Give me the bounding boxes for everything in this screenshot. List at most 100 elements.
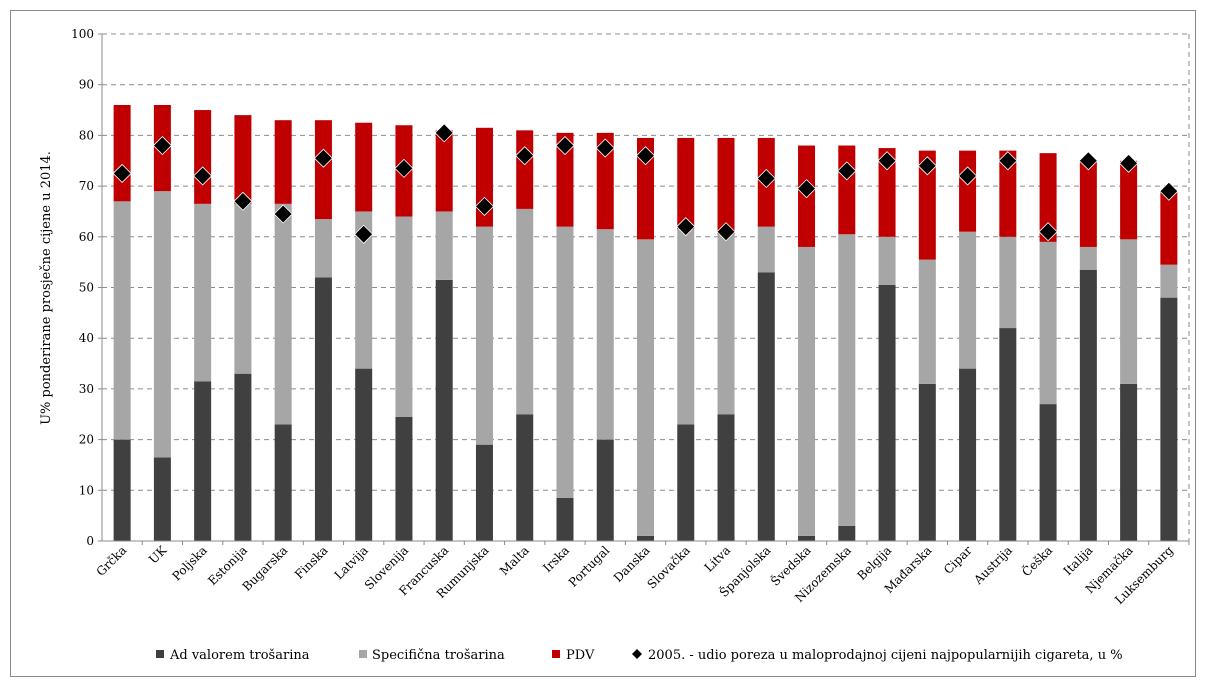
- y-tick-label: 20: [79, 433, 94, 447]
- bar-segment-ad-valorem: [798, 535, 816, 541]
- y-tick-label: 100: [71, 27, 94, 41]
- bar-segment-ad-valorem: [475, 444, 493, 541]
- marker-2005: [112, 163, 132, 183]
- bar-segment-ad-valorem: [959, 368, 977, 541]
- marker-2005: [595, 138, 615, 158]
- bar-segment-specificna: [274, 203, 292, 425]
- bar-segment-ad-valorem: [838, 525, 856, 541]
- legend-label: Specifična trošarina: [372, 648, 505, 663]
- bar-segment-specificna: [556, 226, 574, 498]
- x-tick-label: Latvija: [332, 543, 371, 582]
- bar-segment-pdv: [1160, 191, 1178, 265]
- bar-segment-specificna: [234, 203, 252, 374]
- legend-label: PDV: [566, 648, 595, 663]
- bar-segment-ad-valorem: [1120, 383, 1138, 541]
- bar-segment-ad-valorem: [878, 284, 896, 541]
- bar-segment-pdv: [677, 137, 695, 230]
- x-tick-label: Italija: [1061, 543, 1096, 578]
- bar-segment-pdv: [516, 130, 534, 209]
- bar-segment-pdv: [1039, 153, 1057, 242]
- x-tick-label: Portugal: [566, 543, 613, 590]
- bar-segment-ad-valorem: [757, 272, 775, 541]
- bar-segment-pdv: [999, 150, 1017, 237]
- y-tick-label: 70: [79, 179, 94, 193]
- x-tick-label: Slovačka: [645, 543, 693, 591]
- bar-segment-pdv: [113, 104, 131, 202]
- marker-2005: [474, 196, 495, 216]
- bar-segment-ad-valorem: [194, 381, 212, 541]
- bar-segment-specificna: [677, 229, 695, 425]
- bar-segment-pdv: [637, 137, 654, 240]
- bar-segment-ad-valorem: [999, 328, 1017, 541]
- bar-segment-ad-valorem: [274, 424, 292, 541]
- marker-2005: [716, 222, 736, 242]
- x-tick-label: UK: [146, 542, 170, 566]
- x-tick-label: Poljska: [169, 543, 209, 583]
- marker-2005: [515, 146, 535, 166]
- bar-segment-ad-valorem: [1039, 404, 1057, 541]
- bar-segment-pdv: [435, 130, 453, 212]
- y-tick-label: 90: [79, 78, 94, 92]
- bar-segment-specificna: [395, 216, 413, 417]
- marker-2005: [917, 156, 937, 176]
- marker-2005: [676, 217, 696, 237]
- bar-segment-specificna: [596, 229, 614, 440]
- y-tick-label: 60: [79, 230, 94, 244]
- bar-segment-pdv: [1079, 160, 1097, 247]
- bar-segment-ad-valorem: [435, 279, 453, 541]
- marker-2005: [354, 224, 374, 244]
- x-tick-label: Malta: [497, 543, 532, 578]
- marker-2005: [796, 179, 817, 199]
- bar-segment-pdv: [194, 110, 212, 204]
- legend-label: Ad valorem trošarina: [169, 648, 310, 663]
- bar-segment-ad-valorem: [234, 373, 252, 541]
- bar-segment-specificna: [355, 211, 373, 369]
- y-tick-label: 10: [79, 483, 94, 497]
- bar-segment-pdv: [274, 120, 292, 204]
- y-axis-label: U% ponderirane prosječne cijene u 2014.: [39, 151, 54, 425]
- bar-segment-specificna: [999, 236, 1017, 329]
- marker-2005: [193, 166, 213, 186]
- bar-segment-specificna: [757, 226, 775, 273]
- bar-segment-pdv: [314, 120, 332, 220]
- bar-segment-specificna: [878, 236, 896, 285]
- marker-2005: [635, 146, 656, 166]
- marker-2005: [434, 123, 454, 143]
- legend-swatch-ad-valorem: [156, 650, 164, 658]
- x-tick-label: Austrija: [971, 543, 1015, 587]
- y-tick-label: 30: [79, 382, 94, 396]
- bar-segment-ad-valorem: [918, 383, 936, 541]
- bar-segment-specificna: [1039, 241, 1057, 405]
- bar-segment-specificna: [435, 211, 453, 280]
- bar-segment-specificna: [798, 246, 816, 536]
- y-tick-label: 0: [86, 534, 94, 548]
- y-tick-label: 50: [79, 281, 94, 295]
- marker-2005: [837, 161, 857, 181]
- legend-swatch-2005: [632, 649, 642, 659]
- bar-segment-pdv: [878, 148, 896, 237]
- bar-segment-specificna: [1079, 246, 1097, 270]
- bar-segment-ad-valorem: [314, 277, 332, 541]
- bar-segment-specificna: [475, 226, 493, 445]
- bar-segment-pdv: [1120, 160, 1138, 240]
- bar-segment-pdv: [596, 132, 614, 230]
- bar-segment-ad-valorem: [1160, 297, 1178, 541]
- marker-2005: [313, 148, 333, 168]
- marker-2005: [555, 135, 575, 156]
- marker-2005: [877, 151, 897, 171]
- bar-segment-specificna: [717, 234, 735, 415]
- bar-segment-ad-valorem: [677, 424, 695, 541]
- bar-segment-specificna: [1120, 239, 1138, 384]
- marker-2005: [1159, 181, 1179, 201]
- bar-segment-ad-valorem: [1079, 269, 1097, 541]
- marker-2005: [756, 168, 776, 189]
- marker-2005: [233, 191, 253, 211]
- bar-segment-specificna: [637, 239, 654, 536]
- legend-label: 2005. - udio poreza u maloprodajnoj cije…: [648, 648, 1123, 663]
- marker-2005: [394, 158, 414, 178]
- bar-segment-ad-valorem: [113, 439, 131, 541]
- x-tick-label: Belgija: [854, 543, 894, 583]
- marker-2005: [1119, 153, 1139, 173]
- x-tick-label: Finska: [292, 543, 331, 582]
